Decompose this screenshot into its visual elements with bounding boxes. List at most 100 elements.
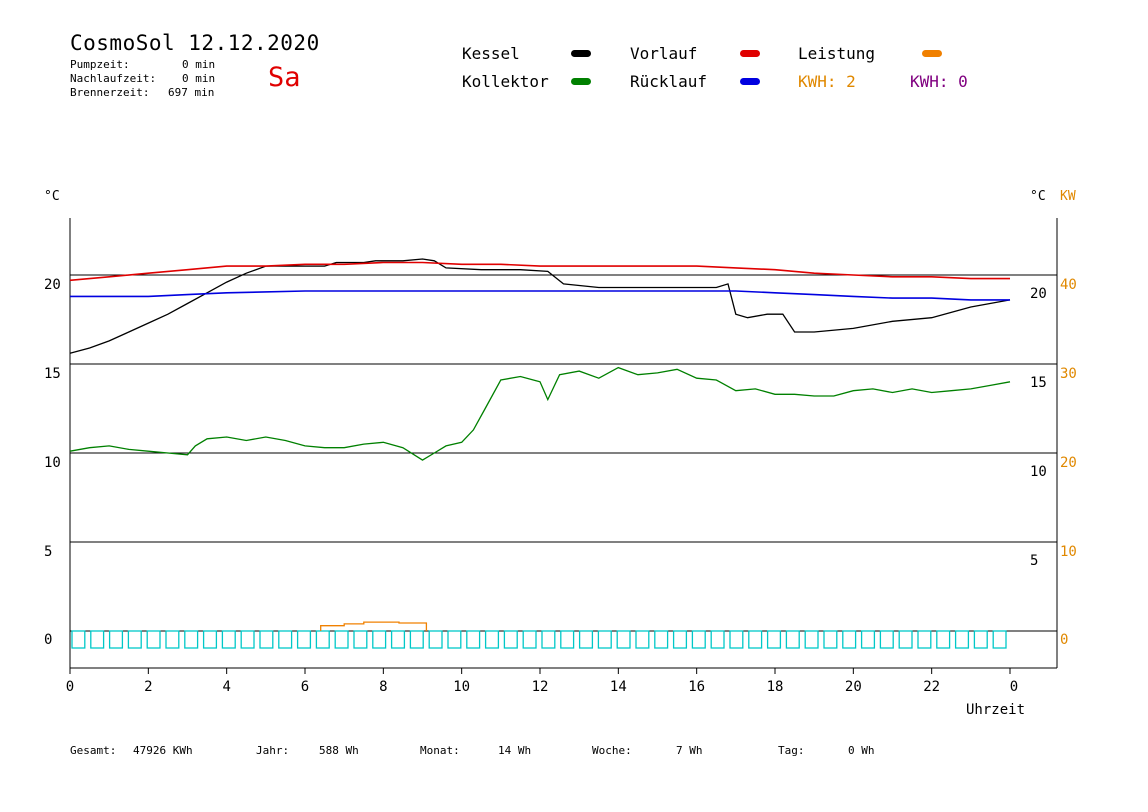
y-tick-label-right-kw: 20 [1060, 455, 1077, 471]
series-line-leistung [320, 621, 428, 631]
brennerzeit-value: 697 min [168, 86, 215, 99]
x-tick-label: 14 [610, 679, 627, 695]
weekday-label: Sa [268, 62, 301, 93]
pump-marker [748, 630, 763, 649]
pump-marker [729, 630, 744, 649]
pump-marker [898, 630, 913, 649]
x-tick-label: 20 [845, 679, 862, 695]
x-tick-label: 22 [923, 679, 940, 695]
x-axis-label: Uhrzeit [966, 702, 1025, 718]
pump-marker [315, 630, 330, 649]
pump-marker [165, 630, 180, 649]
x-tick-label: 4 [222, 679, 230, 695]
y-tick-label-right-c: 5 [1030, 553, 1038, 569]
y-tick-label-left: 20 [44, 277, 61, 293]
y-tick-label-right-c: 20 [1030, 286, 1047, 302]
y-tick-label-left: 15 [44, 366, 61, 382]
pump-marker [973, 630, 988, 649]
pump-marker [428, 630, 443, 649]
jahr-label: Jahr: [256, 744, 290, 757]
woche-value: 7 Wh [676, 744, 703, 757]
pump-marker [842, 630, 857, 649]
pump-marker [936, 630, 951, 649]
y-tick-label-right-c: 10 [1030, 464, 1047, 480]
legend-ruecklauf-label: Rücklauf [630, 72, 708, 91]
gesamt-value: 47926 KWh [133, 744, 193, 757]
legend-kessel-label: Kessel [462, 44, 520, 63]
series-line-ruecklauf [70, 290, 1010, 301]
x-tick-label: 16 [688, 679, 705, 695]
pump-marker [184, 630, 199, 649]
pump-marker [409, 630, 424, 649]
monat-value: 14 Wh [498, 744, 532, 757]
pump-marker [296, 630, 312, 649]
series-line-kessel [69, 258, 1011, 354]
pump-marker [635, 630, 650, 649]
legend-leistung-label: Leistung [798, 44, 876, 63]
legend-vorlauf-label: Vorlauf [630, 44, 698, 63]
pump-marker [334, 630, 349, 649]
pump-marker [992, 630, 1007, 649]
pump-marker [484, 630, 500, 649]
pump-marker [766, 630, 782, 649]
x-tick-label: 12 [532, 679, 549, 695]
pump-marker [560, 630, 575, 649]
pumpzeit-label: Pumpzeit: [70, 58, 130, 71]
pump-marker [578, 630, 594, 649]
pump-marker [654, 630, 669, 649]
brennerzeit-label: Brennerzeit: [70, 86, 150, 99]
pump-marker [616, 630, 631, 649]
pump-marker [954, 630, 970, 649]
x-tick-label: 18 [767, 679, 784, 695]
y-tick-label-left: 0 [44, 632, 52, 648]
y-tick-label-right-kw: 30 [1060, 366, 1077, 382]
pump-marker [447, 630, 462, 649]
legend-kwh2: KWH: 0 [910, 72, 968, 91]
pump-marker [127, 630, 142, 649]
tag-value: 0 Wh [848, 744, 875, 757]
nachlaufzeit-value: 0 min [182, 72, 216, 85]
pump-marker [71, 630, 86, 649]
pump-marker [541, 630, 556, 649]
pump-marker [353, 630, 368, 649]
pump-marker [710, 630, 725, 649]
y-tick-label-right-c: 15 [1030, 375, 1047, 391]
pump-marker [466, 630, 481, 649]
x-tick-label: 6 [301, 679, 309, 695]
pump-marker [259, 630, 274, 649]
pump-marker [804, 630, 819, 649]
y-tick-label-right-kw: 40 [1060, 277, 1077, 293]
y-tick-label-left: 10 [44, 455, 61, 471]
pump-marker [240, 630, 255, 649]
pump-marker [390, 630, 406, 649]
woche-label: Woche: [592, 744, 632, 757]
x-tick-label: 2 [144, 679, 152, 695]
pump-marker [597, 630, 612, 649]
chart-title: CosmoSol 12.12.2020 [70, 31, 320, 55]
x-tick-label: 10 [453, 679, 470, 695]
monat-label: Monat: [420, 744, 460, 757]
pumpzeit-value: 0 min [182, 58, 216, 71]
pump-marker [860, 630, 876, 649]
series-line-vorlauf [69, 261, 1010, 282]
y-tick-label-left: 5 [44, 544, 52, 560]
series-line-kollektor [69, 366, 1011, 461]
pump-marker [691, 630, 706, 649]
tag-label: Tag: [778, 744, 805, 757]
pump-marker [278, 630, 293, 649]
x-tick-label: 0 [1010, 679, 1018, 695]
legend-kollektor-swatch [571, 78, 591, 85]
gesamt-label: Gesamt: [70, 744, 117, 757]
y-unit-right-kw: KW [1060, 189, 1076, 204]
pump-marker [108, 630, 124, 649]
pump-marker [90, 630, 105, 649]
x-tick-label: 0 [66, 679, 74, 695]
nachlaufzeit-label: Nachlaufzeit: [70, 72, 157, 85]
pump-marker [785, 630, 800, 649]
pump-marker [917, 630, 932, 649]
pump-marker [372, 630, 387, 649]
y-tick-label-right-kw: 10 [1060, 544, 1077, 560]
legend-leistung-swatch [922, 50, 942, 57]
pump-marker [672, 630, 688, 649]
